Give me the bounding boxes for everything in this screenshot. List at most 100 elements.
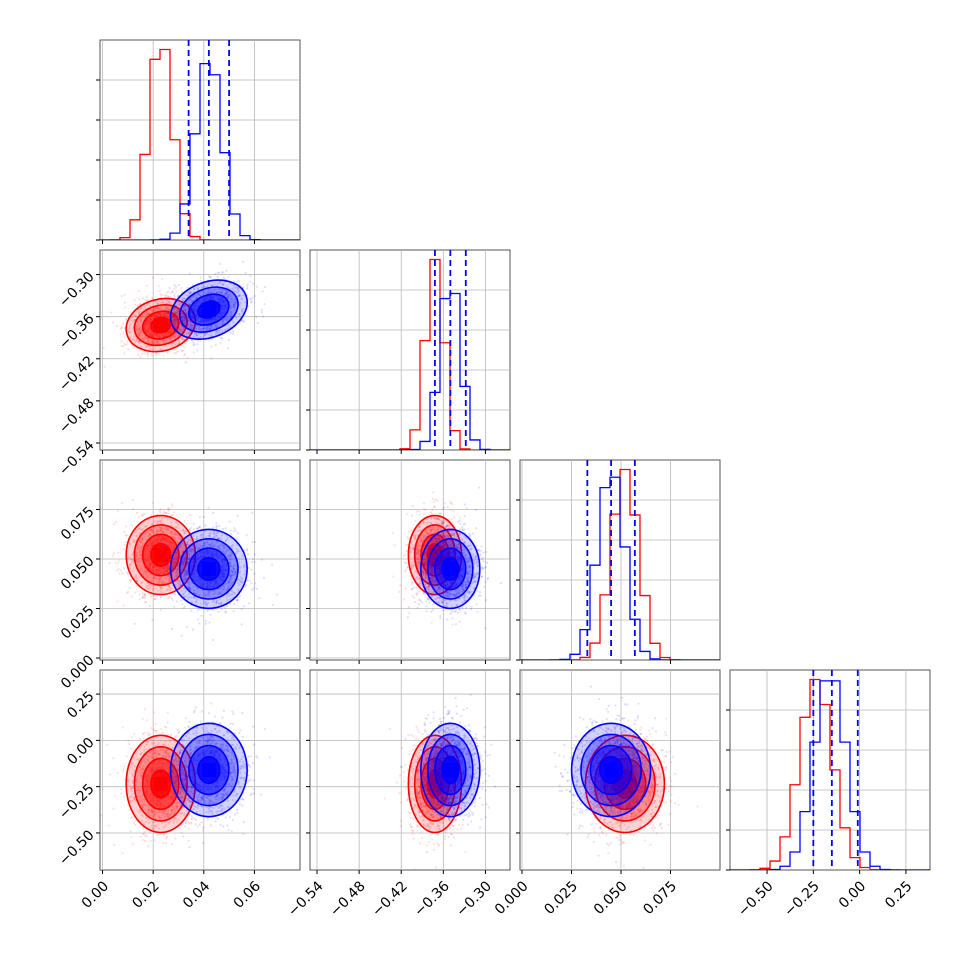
y-tick-label: −0.36 <box>56 311 98 353</box>
sample-point <box>108 562 110 564</box>
sample-point <box>161 545 163 547</box>
sample-point <box>190 526 192 528</box>
sample-point <box>208 621 210 623</box>
sample-point <box>155 316 157 318</box>
sample-point <box>210 357 212 359</box>
sample-point <box>190 610 192 612</box>
sample-point <box>158 574 160 576</box>
sample-point <box>166 352 168 354</box>
sample-point <box>252 282 254 284</box>
sample-point <box>241 608 243 610</box>
sample-point <box>258 597 260 599</box>
sample-point <box>215 522 217 524</box>
sample-point <box>251 561 253 563</box>
sample-point <box>247 553 249 555</box>
sample-point <box>153 326 155 328</box>
sample-point <box>124 293 126 295</box>
sample-point <box>169 298 171 300</box>
sample-point <box>261 311 263 313</box>
sample-point <box>406 513 408 515</box>
sample-point <box>178 534 180 536</box>
sample-point <box>205 623 207 625</box>
sample-point <box>246 549 248 551</box>
sample-point <box>261 559 263 561</box>
sample-point <box>173 300 175 302</box>
sample-point <box>144 353 146 355</box>
sample-point <box>123 548 125 550</box>
sample-point <box>132 499 134 501</box>
sample-point <box>262 315 264 317</box>
sample-point <box>271 564 273 566</box>
sample-point <box>140 356 142 358</box>
sample-point <box>392 532 394 534</box>
sample-point <box>230 533 232 535</box>
sample-point <box>169 507 171 509</box>
sample-point <box>466 507 468 509</box>
y-tick-label: 0.025 <box>58 603 98 643</box>
sample-point <box>217 276 219 278</box>
sample-point <box>164 563 166 565</box>
sample-point <box>115 521 117 523</box>
sample-point <box>198 526 200 528</box>
sample-point <box>142 597 144 599</box>
sample-point <box>248 580 250 582</box>
sample-point <box>235 538 237 540</box>
sample-point <box>406 536 408 538</box>
sample-point <box>146 285 148 287</box>
panel-1-1 <box>306 250 510 454</box>
sample-point <box>103 366 105 368</box>
y-tick-label: −0.42 <box>56 353 98 395</box>
sample-point <box>204 525 206 527</box>
sample-point <box>164 312 166 314</box>
sample-point <box>192 342 194 344</box>
sample-point <box>126 572 128 574</box>
sample-point <box>407 538 409 540</box>
sample-point <box>249 280 251 282</box>
sample-point <box>166 559 168 561</box>
sample-point <box>178 342 180 344</box>
sample-point <box>132 347 134 349</box>
sample-point <box>254 561 256 563</box>
sample-point <box>252 541 254 543</box>
sample-point <box>222 271 224 273</box>
sample-point <box>160 609 162 611</box>
sample-point <box>192 344 194 346</box>
sample-point <box>165 570 167 572</box>
sample-point <box>123 567 125 569</box>
sample-point <box>196 527 198 529</box>
sample-point <box>144 597 146 599</box>
sample-point <box>114 561 116 563</box>
sample-point <box>261 309 263 311</box>
sample-point <box>118 572 120 574</box>
sample-point <box>164 552 166 554</box>
sample-point <box>404 571 406 573</box>
sample-point <box>146 296 148 298</box>
sample-point <box>227 347 229 349</box>
sample-point <box>121 295 123 297</box>
sample-point <box>134 299 136 301</box>
sample-point <box>443 502 445 504</box>
sample-point <box>210 345 212 347</box>
sample-point <box>136 512 138 514</box>
panel-2-1 <box>306 460 510 664</box>
sample-point <box>166 544 168 546</box>
density-peak-blue <box>202 303 216 317</box>
sample-point <box>252 587 254 589</box>
sample-point <box>163 315 165 317</box>
sample-point <box>168 338 170 340</box>
sample-point <box>175 352 177 354</box>
sample-point <box>122 332 124 334</box>
sample-point <box>225 612 227 614</box>
sample-point <box>124 302 126 304</box>
sample-point <box>100 316 102 318</box>
sample-point <box>246 288 248 290</box>
sample-point <box>168 568 170 570</box>
sample-point <box>164 294 166 296</box>
sample-point <box>127 591 129 593</box>
sample-point <box>222 528 224 530</box>
y-tick-label: −0.30 <box>56 269 98 311</box>
sample-point <box>173 341 175 343</box>
sample-point <box>160 596 162 598</box>
sample-point <box>160 555 162 557</box>
